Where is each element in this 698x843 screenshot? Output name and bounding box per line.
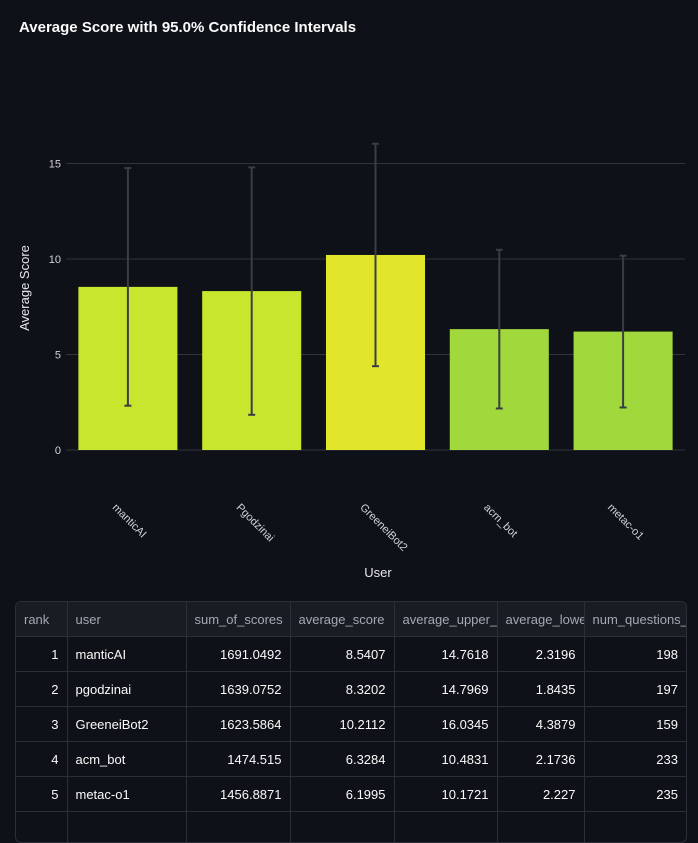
column-header[interactable]: num_questions_ — [584, 602, 686, 637]
x-tick-label: metac-o1 — [605, 502, 646, 543]
table-cell[interactable] — [497, 812, 584, 843]
table-cell[interactable]: manticAI — [67, 637, 186, 672]
y-tick-label: 5 — [55, 350, 61, 362]
table-cell[interactable]: 10.4831 — [394, 742, 497, 777]
table-header-row: rank user sum_of_scores average_score av… — [16, 602, 686, 637]
column-header[interactable]: average_upper_ — [394, 602, 497, 637]
table-cell[interactable]: 1.8435 — [497, 672, 584, 707]
table-cell[interactable]: 8.5407 — [290, 637, 394, 672]
table-cell[interactable]: 16.0345 — [394, 707, 497, 742]
table-cell[interactable]: 1 — [16, 637, 67, 672]
table-cell[interactable]: 1639.0752 — [186, 672, 290, 707]
table-cell[interactable]: 2.3196 — [497, 637, 584, 672]
table-cell[interactable]: 10.1721 — [394, 777, 497, 812]
table-cell[interactable]: 4.3879 — [497, 707, 584, 742]
table-cell[interactable] — [67, 812, 186, 843]
table-cell[interactable]: 235 — [584, 777, 686, 812]
table-cell[interactable]: 198 — [584, 637, 686, 672]
table-cell[interactable]: 2.227 — [497, 777, 584, 812]
x-tick-label: GreeneiBot2 — [357, 502, 409, 554]
y-tick-label: 0 — [55, 445, 61, 457]
x-tick-label: manticAI — [110, 502, 149, 541]
table-cell[interactable]: 5 — [16, 777, 67, 812]
table-cell[interactable]: 159 — [584, 707, 686, 742]
table-cell[interactable]: 3 — [16, 707, 67, 742]
column-header[interactable]: user — [67, 602, 186, 637]
table-cell[interactable]: 10.2112 — [290, 707, 394, 742]
table-cell[interactable]: 8.3202 — [290, 672, 394, 707]
results-table[interactable]: rank user sum_of_scores average_score av… — [15, 601, 687, 843]
table-cell[interactable]: 14.7618 — [394, 637, 497, 672]
table-cell[interactable]: 1623.5864 — [186, 707, 290, 742]
table-cell[interactable]: 1691.0492 — [186, 637, 290, 672]
table-cell[interactable] — [584, 812, 686, 843]
column-header[interactable]: average_lowe — [497, 602, 584, 637]
table-cell[interactable]: 197 — [584, 672, 686, 707]
x-tick-label: acm_bot — [481, 502, 519, 540]
table-cell[interactable]: 6.3284 — [290, 742, 394, 777]
table-cell[interactable]: 1474.515 — [186, 742, 290, 777]
table-cell[interactable]: 4 — [16, 742, 67, 777]
column-header[interactable]: rank — [16, 602, 67, 637]
table-cell[interactable]: 1456.8871 — [186, 777, 290, 812]
y-tick-label: 15 — [49, 159, 61, 171]
y-axis-title: Average Score — [17, 245, 32, 331]
table-cell[interactable]: 233 — [584, 742, 686, 777]
table-cell[interactable] — [186, 812, 290, 843]
table-cell[interactable]: metac-o1 — [67, 777, 186, 812]
table-cell[interactable]: pgodzinai — [67, 672, 186, 707]
column-header[interactable]: average_score — [290, 602, 394, 637]
x-tick-label: Pgodzinai — [234, 502, 277, 545]
x-axis-title: User — [364, 565, 392, 580]
table-cell[interactable] — [394, 812, 497, 843]
table-cell[interactable] — [290, 812, 394, 843]
table-cell[interactable]: acm_bot — [67, 742, 186, 777]
y-tick-label: 10 — [49, 254, 61, 266]
table-cell[interactable] — [16, 812, 67, 843]
table-cell[interactable]: 6.1995 — [290, 777, 394, 812]
table-row[interactable] — [16, 812, 686, 843]
bar-chart: 0 5 10 15 Average Score manticAI Pgodzinai Gree… — [0, 0, 698, 590]
table-cell[interactable]: 2 — [16, 672, 67, 707]
table-cell[interactable]: GreeneiBot2 — [67, 707, 186, 742]
table-cell[interactable]: 14.7969 — [394, 672, 497, 707]
table-cell[interactable]: 2.1736 — [497, 742, 584, 777]
column-header[interactable]: sum_of_scores — [186, 602, 290, 637]
